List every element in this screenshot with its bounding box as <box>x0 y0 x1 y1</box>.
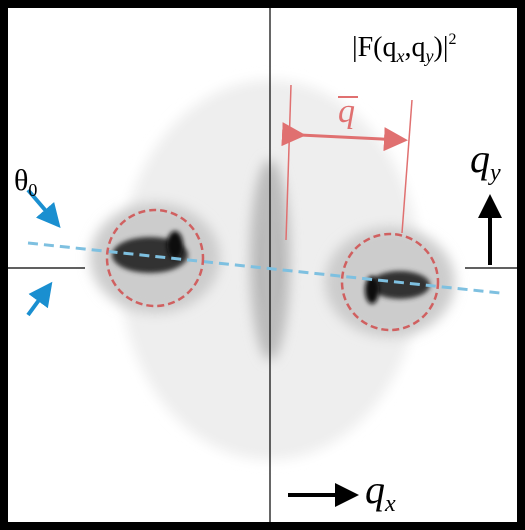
text: )| <box>434 32 449 63</box>
subscript: 0 <box>28 180 37 200</box>
text: θ <box>14 164 28 197</box>
text: q <box>470 136 490 181</box>
figure: |F(qx,qy)|2 q θ0 qy qx <box>0 0 525 530</box>
subscript: y <box>488 160 501 186</box>
text: |F(q <box>352 32 397 63</box>
text: ,q <box>405 32 426 63</box>
text: q <box>365 467 385 512</box>
subscript: x <box>396 46 405 66</box>
superscript: 2 <box>448 31 456 48</box>
subscript: y <box>424 46 434 66</box>
intensity-label: |F(qx,qy)|2 <box>352 31 456 66</box>
qbar-label: q <box>338 93 355 130</box>
subscript: x <box>384 491 396 517</box>
